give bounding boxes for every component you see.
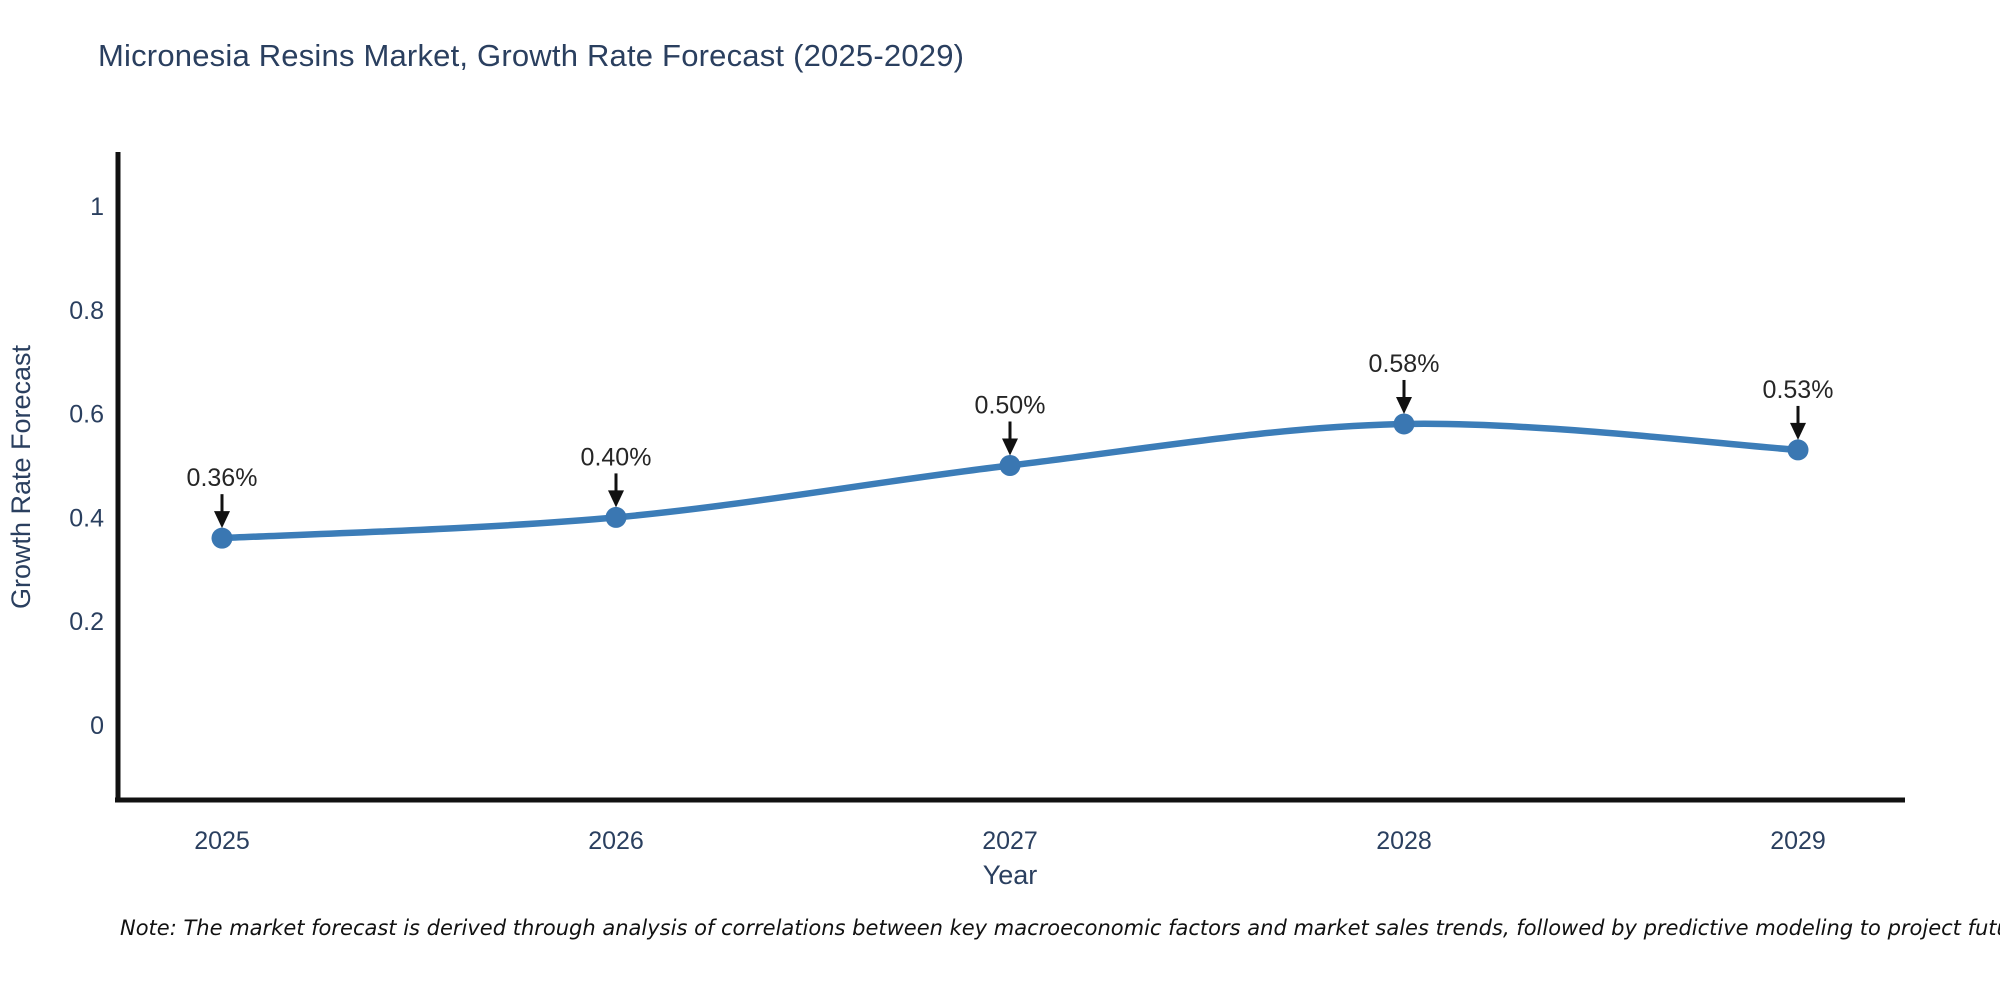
footnote: Note: The market forecast is derived thr…: [120, 916, 2000, 940]
plot-area: 0 0.2 0.4 0.6 0.8 1 2025 2026 2027 2028 2029 0.36% 0…: [69, 193, 1833, 855]
annotation-arrowhead: [1790, 422, 1806, 440]
y-tick-label: 0.6: [69, 401, 104, 429]
y-tick-label: 0: [90, 712, 104, 740]
annotation-label: 0.36%: [187, 464, 258, 492]
annotation-label: 0.50%: [975, 392, 1046, 420]
x-axis-title: Year: [983, 860, 1038, 890]
data-point-marker: [605, 506, 627, 528]
annotation-label: 0.58%: [1369, 350, 1440, 378]
y-tick-label: 0.8: [69, 297, 104, 325]
annotation-arrowhead: [1002, 438, 1018, 456]
data-point-marker: [211, 527, 233, 549]
data-point-marker: [999, 455, 1021, 476]
chart-title: Micronesia Resins Market, Growth Rate Fo…: [98, 38, 965, 73]
x-tick-label: 2026: [588, 827, 644, 855]
data-point-marker: [1787, 439, 1809, 461]
annotation-label: 0.40%: [581, 443, 652, 471]
y-tick-label: 0.2: [69, 608, 104, 636]
x-tick-label: 2025: [194, 827, 250, 855]
x-tick-label: 2028: [1376, 827, 1432, 855]
annotation-arrowhead: [1396, 396, 1412, 414]
y-tick-label: 0.4: [69, 504, 104, 532]
y-tick-label: 1: [90, 193, 104, 221]
data-point-marker: [1393, 413, 1415, 435]
annotation-arrowhead: [608, 490, 624, 508]
annotation-arrowhead: [214, 511, 230, 529]
x-tick-label: 2029: [1770, 827, 1826, 855]
annotation-label: 0.53%: [1763, 376, 1834, 404]
y-axis-title: Growth Rate Forecast: [6, 344, 36, 609]
x-tick-label: 2027: [982, 827, 1038, 855]
